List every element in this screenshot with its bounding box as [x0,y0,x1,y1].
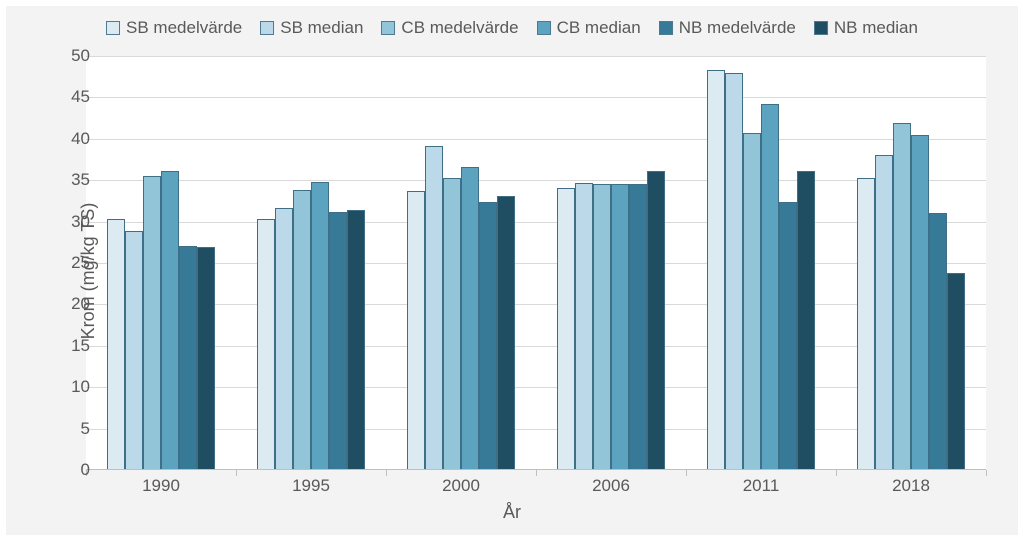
legend-item: SB medelvärde [106,18,242,38]
x-category-label: 2018 [892,476,930,496]
bar [797,171,815,470]
legend-swatch [106,21,120,35]
bar [725,73,743,470]
legend-swatch [381,21,395,35]
bar [107,219,125,470]
y-tick-label: 15 [50,336,90,356]
bar [443,178,461,470]
legend-item: NB medelvärde [659,18,796,38]
y-tick-label: 20 [50,294,90,314]
legend-label: CB median [557,18,641,38]
bar [929,213,947,470]
bar [857,178,875,470]
bar [311,182,329,470]
bar [911,135,929,470]
legend-item: SB median [260,18,363,38]
bar [875,155,893,470]
bar [497,196,515,470]
x-category-label: 2011 [743,476,780,496]
x-category-label: 2000 [442,476,480,496]
bar [743,133,761,470]
legend-item: NB median [814,18,918,38]
x-tick [836,470,837,476]
bar [479,202,497,470]
bar [707,70,725,470]
y-tick-label: 30 [50,212,90,232]
y-tick-label: 10 [50,377,90,397]
x-tick [536,470,537,476]
legend-swatch [814,21,828,35]
y-tick-label: 40 [50,129,90,149]
bars-layer [86,56,986,470]
legend-swatch [659,21,673,35]
legend-label: NB medelvärde [679,18,796,38]
legend-item: CB medelvärde [381,18,518,38]
x-tick [386,470,387,476]
x-category-label: 2006 [592,476,630,496]
legend-label: SB median [280,18,363,38]
y-tick-label: 5 [50,419,90,439]
y-tick-label: 25 [50,253,90,273]
legend-item: CB median [537,18,641,38]
bar [257,219,275,470]
bar [329,212,347,470]
legend-label: CB medelvärde [401,18,518,38]
bar [779,202,797,470]
bar [761,104,779,470]
x-category-label: 1995 [292,476,330,496]
legend: SB medelvärde SB median CB medelvärde CB me… [106,18,918,38]
x-tick [236,470,237,476]
y-tick-label: 45 [50,87,90,107]
bar [125,231,143,470]
legend-label: SB medelvärde [126,18,242,38]
bar [629,184,647,470]
bar [179,246,197,470]
bar [575,183,593,470]
x-tick [986,470,987,476]
x-axis-line [86,469,986,470]
bar [347,210,365,470]
y-tick-label: 50 [50,46,90,66]
bar [611,184,629,470]
bar [947,273,965,470]
legend-label: NB median [834,18,918,38]
bar [407,191,425,470]
bar [275,208,293,470]
chart-container: SB medelvärde SB median CB medelvärde CB me… [6,6,1018,535]
bar [893,123,911,470]
y-tick-label: 0 [50,460,90,480]
legend-swatch [537,21,551,35]
y-tick-label: 35 [50,170,90,190]
bar [425,146,443,470]
legend-swatch [260,21,274,35]
x-tick [686,470,687,476]
bar [461,167,479,470]
bar [197,247,215,470]
bar [593,184,611,470]
bar [293,190,311,470]
x-category-label: 1990 [142,476,180,496]
bar [161,171,179,470]
plot-area [86,56,986,470]
bar [557,188,575,470]
x-axis-title: År [503,502,521,523]
bar [647,171,665,470]
bar [143,176,161,470]
